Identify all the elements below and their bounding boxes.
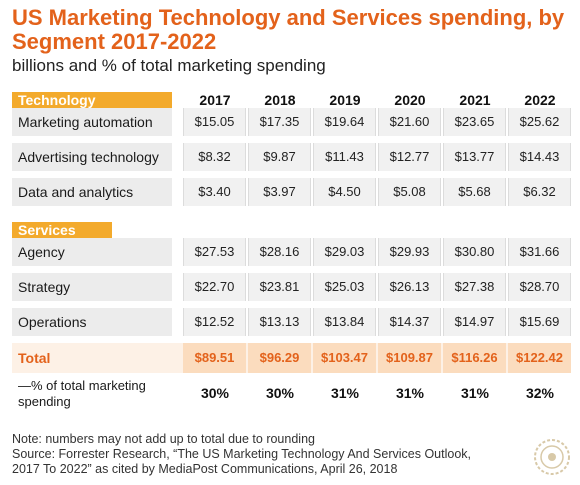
- row-label: Advertising technology: [18, 149, 159, 165]
- table-cell: $12.77: [378, 143, 441, 171]
- table-cell: $5.68: [443, 178, 506, 206]
- row-band: [12, 143, 172, 171]
- year-header: 2017: [199, 92, 231, 108]
- footnote-line-3: 2017 To 2022” as cited by MediaPost Comm…: [12, 462, 398, 476]
- section-services: Services: [12, 222, 112, 239]
- row-label: Agency: [18, 244, 65, 260]
- table-cell: $29.03: [313, 238, 376, 266]
- table-cell: $30.80: [443, 238, 506, 266]
- percent-cell: 31%: [395, 385, 425, 401]
- percent-cell: 30%: [200, 385, 230, 401]
- table-cell: $14.43: [508, 143, 571, 171]
- table-cell: $22.70: [183, 273, 246, 301]
- total-cell: $109.87: [378, 343, 441, 373]
- table-cell: $3.40: [183, 178, 246, 206]
- table-cell: $13.84: [313, 308, 376, 336]
- table-cell: $17.35: [248, 108, 311, 136]
- total-cell: $89.51: [183, 343, 246, 373]
- chart-title: US Marketing Technology and Services spe…: [12, 5, 565, 54]
- percent-cell: 32%: [525, 385, 555, 401]
- table-cell: $23.81: [248, 273, 311, 301]
- table-cell: $12.52: [183, 308, 246, 336]
- row-band: [12, 238, 172, 266]
- total-label: Total: [18, 350, 51, 366]
- total-cell: $103.47: [313, 343, 376, 373]
- table-cell: $28.16: [248, 238, 311, 266]
- row-band: [12, 273, 172, 301]
- table-cell: $3.97: [248, 178, 311, 206]
- table-cell: $15.69: [508, 308, 571, 336]
- table-cell: $13.77: [443, 143, 506, 171]
- row-label: Marketing automation: [18, 114, 153, 130]
- total-cell: $116.26: [443, 343, 506, 373]
- table-cell: $28.70: [508, 273, 571, 301]
- year-header: 2018: [264, 92, 296, 108]
- year-header: 2022: [524, 92, 556, 108]
- table-cell: $27.38: [443, 273, 506, 301]
- table-cell: $21.60: [378, 108, 441, 136]
- total-cell: $122.42: [508, 343, 571, 373]
- footnote: Note: numbers may not add up to total du…: [12, 432, 532, 477]
- percent-label: —% of total marketing spending: [18, 378, 146, 409]
- table-cell: $23.65: [443, 108, 506, 136]
- table-cell: $27.53: [183, 238, 246, 266]
- percent-cell: 31%: [460, 385, 490, 401]
- year-header: 2019: [329, 92, 361, 108]
- row-band: [12, 178, 172, 206]
- table-cell: $9.87: [248, 143, 311, 171]
- chart-subtitle: billions and % of total marketing spendi…: [12, 56, 326, 75]
- table-cell: $25.62: [508, 108, 571, 136]
- table-cell: $26.13: [378, 273, 441, 301]
- row-label: Data and analytics: [18, 184, 134, 200]
- table-cell: $14.97: [443, 308, 506, 336]
- table-cell: $6.32: [508, 178, 571, 206]
- year-header: 2020: [394, 92, 426, 108]
- section-technology: Technology: [12, 92, 172, 109]
- table-cell: $31.66: [508, 238, 571, 266]
- year-header: 2021: [459, 92, 491, 108]
- table-cell: $15.05: [183, 108, 246, 136]
- table-cell: $13.13: [248, 308, 311, 336]
- footnote-line-1: Note: numbers may not add up to total du…: [12, 432, 315, 446]
- table-cell: $29.93: [378, 238, 441, 266]
- percent-cell: 30%: [265, 385, 295, 401]
- brand-logo-icon: [534, 439, 570, 475]
- table-cell: $14.37: [378, 308, 441, 336]
- table-cell: $5.08: [378, 178, 441, 206]
- total-cell: $96.29: [248, 343, 311, 373]
- row-label: Operations: [18, 314, 87, 330]
- table-cell: $19.64: [313, 108, 376, 136]
- percent-cell: 31%: [330, 385, 360, 401]
- table-cell: $25.03: [313, 273, 376, 301]
- footnote-line-2: Source: Forrester Research, “The US Mark…: [12, 447, 472, 461]
- table-cell: $11.43: [313, 143, 376, 171]
- row-band: [12, 308, 172, 336]
- table-cell: $4.50: [313, 178, 376, 206]
- row-label: Strategy: [18, 279, 71, 295]
- table-cell: $8.32: [183, 143, 246, 171]
- row-band: [12, 108, 172, 136]
